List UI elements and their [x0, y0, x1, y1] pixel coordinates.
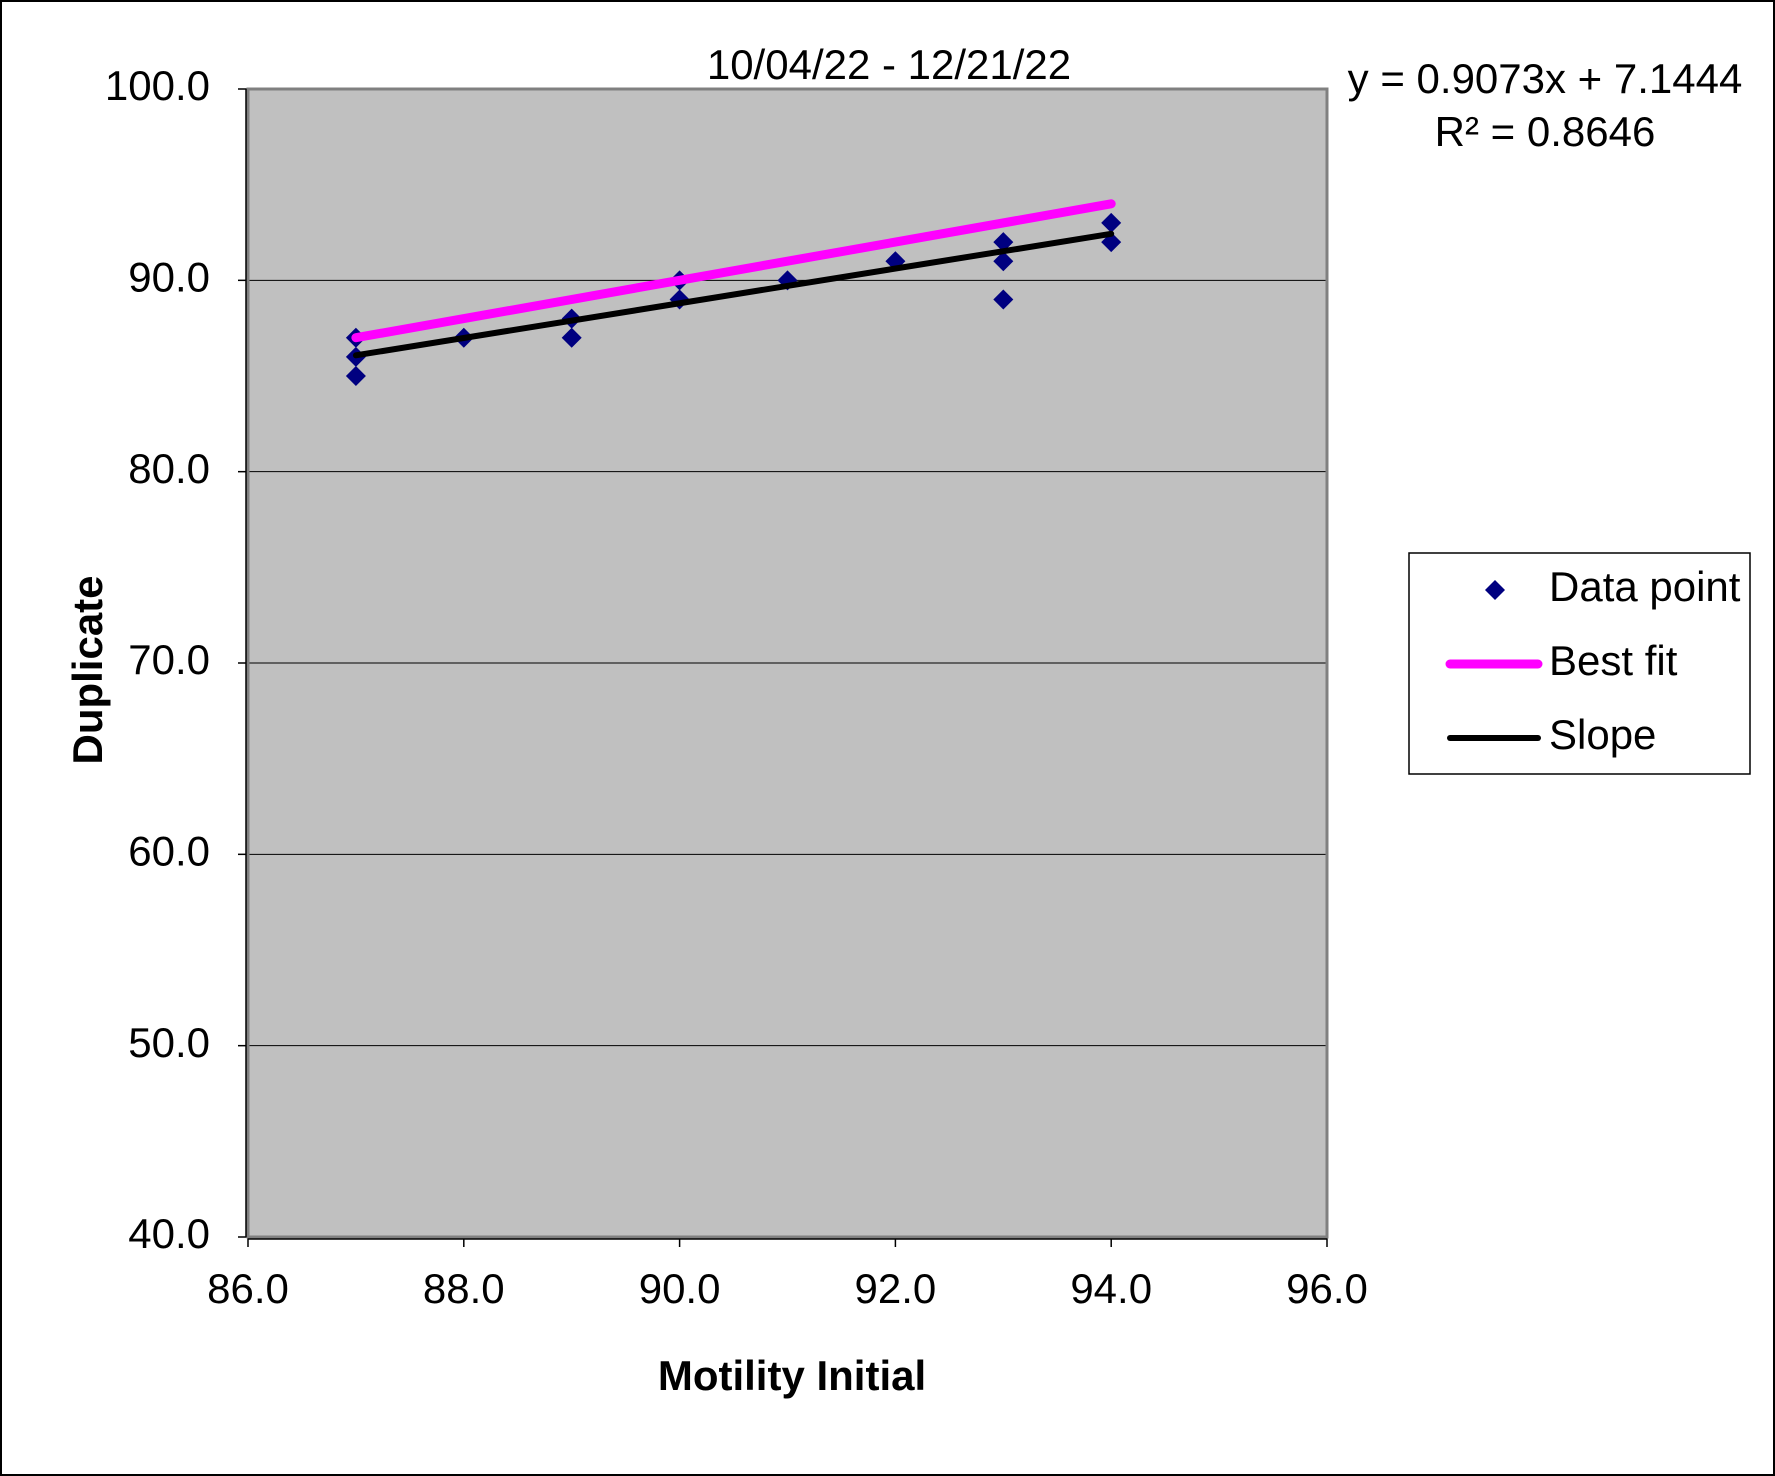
legend-label: Best fit	[1549, 637, 1678, 684]
legend-label: Slope	[1549, 711, 1656, 758]
x-tick-label: 88.0	[423, 1265, 505, 1312]
x-tick-label: 94.0	[1070, 1265, 1152, 1312]
data-point	[993, 289, 1014, 310]
x-tick-label: 86.0	[207, 1265, 289, 1312]
x-tick-label: 92.0	[855, 1265, 937, 1312]
y-tick-label: 60.0	[128, 827, 210, 874]
x-tick-label: 90.0	[639, 1265, 721, 1312]
data-point	[1101, 212, 1122, 233]
y-axis-label: Duplicate	[64, 575, 111, 764]
plot-border	[246, 87, 1329, 1239]
y-tick-label: 70.0	[128, 636, 210, 683]
legend-label: Data point	[1549, 563, 1741, 610]
y-tick-label: 100.0	[105, 62, 210, 109]
data-point	[993, 251, 1014, 272]
y-tick-label: 50.0	[128, 1019, 210, 1066]
equation: y = 0.9073x + 7.1444	[1348, 55, 1743, 102]
y-tick-label: 80.0	[128, 445, 210, 492]
data-point	[993, 232, 1014, 253]
data-point	[561, 327, 582, 348]
y-tick-label: 90.0	[128, 253, 210, 300]
legend-swatch	[1485, 580, 1505, 600]
chart-title: 10/04/22 - 12/21/22	[707, 41, 1071, 88]
data-point	[345, 366, 366, 386]
r-squared: R² = 0.8646	[1435, 108, 1656, 155]
fit-line	[352, 230, 1115, 359]
y-tick-label: 40.0	[128, 1210, 210, 1257]
fit-line	[351, 199, 1116, 343]
x-axis-label: Motility Initial	[658, 1352, 926, 1399]
x-tick-label: 96.0	[1286, 1265, 1368, 1312]
